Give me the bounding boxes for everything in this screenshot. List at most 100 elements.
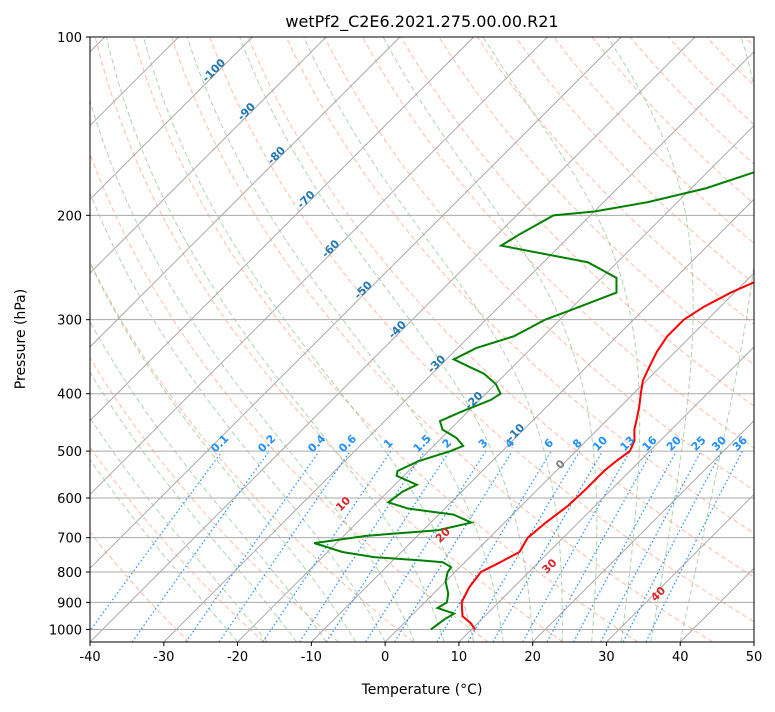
dry-adiabat: [591, 37, 754, 205]
moist-adiabat: [482, 37, 641, 642]
mixing-ratio-label: 3: [476, 436, 491, 451]
isotherm-label: -60: [319, 237, 342, 260]
moist-adiabat: [90, 416, 268, 642]
y-tick-label: 500: [57, 445, 82, 460]
x-tick-label: 20: [524, 650, 541, 665]
profile-lines: [313, 171, 754, 631]
dry-adiabat: [90, 260, 414, 642]
dry-adiabat: [515, 37, 754, 285]
dry-adiabat: [90, 356, 339, 642]
dry-adiabat-label: 10: [333, 494, 353, 514]
mixing-ratio-line: [645, 450, 744, 642]
y-tick-label: 200: [57, 209, 82, 224]
dry-adiabat: [362, 37, 754, 449]
axes: -40 -30 -20 -10 0 10 20 30 40 5010009008007006005…: [49, 31, 762, 665]
temperature-profile: [460, 281, 754, 631]
mixing-ratio-line: [218, 450, 351, 642]
moist-adiabat: [90, 262, 357, 642]
y-tick-label: 800: [57, 566, 82, 581]
isotherm: [90, 37, 622, 569]
isotherm: [90, 37, 401, 348]
isotherm: [606, 493, 754, 642]
isotherm-label: -100: [200, 56, 229, 85]
dry-adiabat: [94, 37, 564, 642]
mixing-ratio-label: 2: [440, 436, 455, 451]
isotherm: [458, 346, 754, 642]
x-tick-label: -30: [153, 650, 174, 665]
isotherm-label: -50: [352, 278, 375, 301]
dry-adiabat: [90, 446, 265, 642]
x-tick-label: 10: [451, 650, 468, 665]
mixing-ratio-label: 36: [730, 433, 750, 453]
moist-adiabat: [186, 37, 504, 642]
mixing-ratio-label: 10: [590, 433, 610, 453]
y-tick-label: 300: [57, 314, 82, 329]
moist-adiabat: [90, 320, 327, 642]
moist-adiabat: [607, 37, 694, 642]
isotherm-label: -30: [425, 352, 448, 375]
moist-adiabat: [90, 458, 238, 642]
mixing-ratio-line: [262, 450, 392, 642]
x-tick-label: 0: [381, 650, 389, 665]
moist-adiabat: [382, 37, 598, 642]
isotherm: [753, 641, 754, 642]
mixing-ratio-line: [467, 450, 581, 642]
y-tick-label: 1000: [49, 623, 82, 638]
y-tick-label: 700: [57, 532, 82, 547]
dry-adiabat: [629, 37, 754, 165]
dry-adiabat: [323, 37, 754, 491]
isotherm: [90, 37, 548, 496]
dry-adiabat: [209, 37, 754, 623]
isotherm: [237, 124, 754, 642]
y-tick-label: 900: [57, 596, 82, 611]
y-tick-label: 600: [57, 492, 82, 507]
moist-adiabat: [90, 191, 386, 642]
x-tick-label: 40: [672, 650, 689, 665]
isotherm-label: -40: [386, 318, 409, 341]
dry-adiabat: [438, 37, 754, 366]
isotherm: [90, 37, 475, 422]
y-tick-label: 400: [57, 388, 82, 403]
moist-adiabat: [239, 37, 534, 642]
moist-adiabat: [303, 37, 563, 642]
isotherm: [679, 567, 754, 642]
y-tick-label: 100: [57, 31, 82, 46]
chart-title: wetPf2_C2E6.2021.275.00.00.R21: [285, 12, 558, 32]
mixing-ratio-label: 16: [640, 433, 660, 453]
dewpoint-profile: [313, 171, 754, 631]
dry-adiabat: [90, 152, 489, 642]
x-tick-label: 50: [746, 650, 763, 665]
mixing-ratio-line: [573, 450, 677, 642]
plot-frame: [89, 36, 755, 643]
mixing-ratio-label: 0.4: [305, 432, 328, 455]
dry-adiabat: [744, 37, 754, 48]
moist-adiabat-label: 0: [553, 457, 568, 472]
mixing-ratio-label: 30: [709, 433, 729, 453]
mixing-ratio-line: [90, 450, 223, 632]
isotherm-label: -20: [462, 389, 485, 412]
isotherm: [90, 37, 253, 201]
x-axis-label: Temperature (°C): [361, 682, 483, 698]
mixing-ratio-label: 8: [570, 436, 585, 451]
dry-adiabat: [667, 37, 754, 126]
isotherm: [90, 37, 696, 642]
x-tick-label: -40: [79, 650, 100, 665]
mixing-ratio-label: 1.5: [411, 432, 434, 455]
isotherm-label: -80: [265, 144, 288, 167]
dry-adiabat: [132, 37, 639, 642]
mixing-ratio-line: [600, 450, 702, 642]
dry-adiabat-label: 30: [539, 556, 559, 576]
mixing-ratio-line: [394, 450, 513, 642]
isotherm: [532, 419, 754, 642]
mixing-ratio-line: [131, 450, 270, 642]
moist-adiabat: [679, 37, 754, 642]
isotherm: [90, 37, 327, 274]
mixing-ratio-line: [185, 450, 320, 642]
mixing-ratio-line: [522, 450, 631, 642]
dry-adiabat: [90, 531, 190, 642]
mixing-ratio-label: 0.1: [208, 432, 231, 455]
moist-adiabat: [105, 37, 445, 642]
background-lines: [90, 37, 754, 642]
